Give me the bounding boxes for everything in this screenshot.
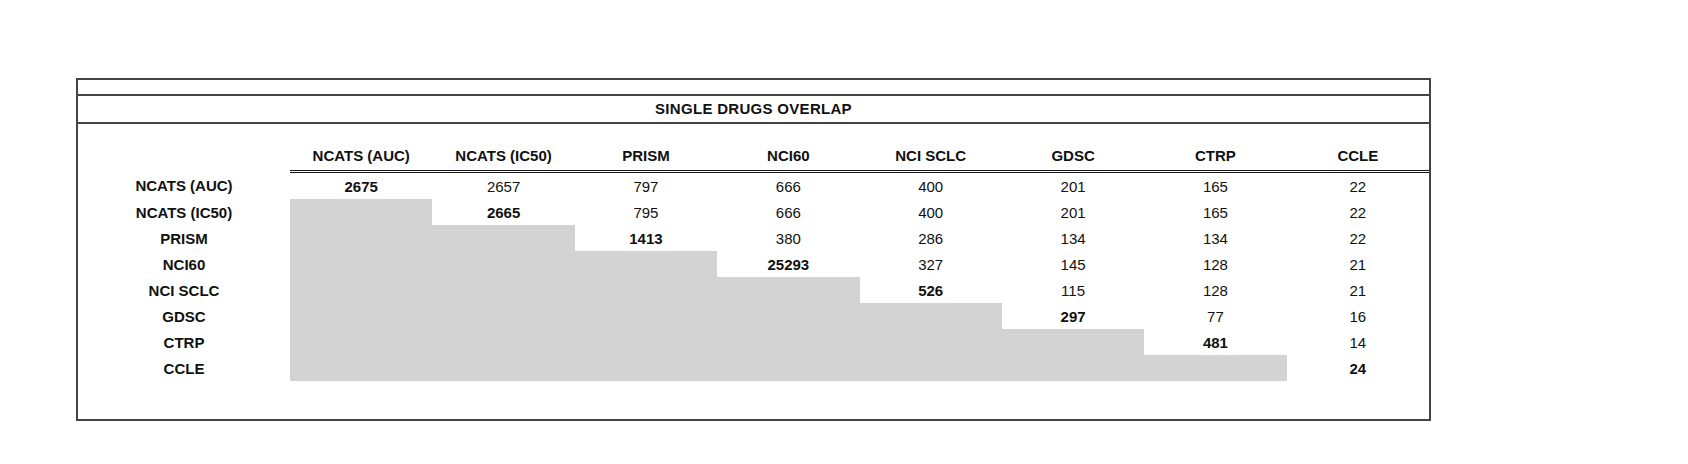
overlap-matrix-table: NCATS (AUC)NCATS (IC50)PRISMNCI60NCI SCL… xyxy=(78,140,1429,381)
shaded-cell xyxy=(290,225,432,251)
corner-cell xyxy=(78,140,290,172)
overlap-value-cell: 22 xyxy=(1287,225,1429,251)
overlap-value-cell: 297 xyxy=(1002,303,1144,329)
overlap-value-cell: 1413 xyxy=(575,225,717,251)
overlap-value-cell: 22 xyxy=(1287,172,1429,200)
overlap-value-cell: 400 xyxy=(860,172,1002,200)
column-header: NCATS (AUC) xyxy=(290,140,432,172)
column-header: PRISM xyxy=(575,140,717,172)
column-header: NCI SCLC xyxy=(860,140,1002,172)
shaded-cell xyxy=(290,303,432,329)
shaded-cell xyxy=(1144,355,1286,381)
overlap-value-cell: 128 xyxy=(1144,277,1286,303)
header-row: NCATS (AUC)NCATS (IC50)PRISMNCI60NCI SCL… xyxy=(78,140,1429,172)
overlap-value-cell: 16 xyxy=(1287,303,1429,329)
shaded-cell xyxy=(432,355,574,381)
shaded-cell xyxy=(290,199,432,225)
shaded-cell xyxy=(717,329,859,355)
shaded-cell xyxy=(717,277,859,303)
column-header: NCATS (IC50) xyxy=(432,140,574,172)
shaded-cell xyxy=(575,251,717,277)
overlap-value-cell: 201 xyxy=(1002,172,1144,200)
shaded-cell xyxy=(717,303,859,329)
table-area: NCATS (AUC)NCATS (IC50)PRISMNCI60NCI SCL… xyxy=(78,124,1429,381)
table-row: CTRP 48114 xyxy=(78,329,1429,355)
shaded-cell xyxy=(432,277,574,303)
shaded-cell xyxy=(1002,329,1144,355)
shaded-cell xyxy=(575,355,717,381)
shaded-cell xyxy=(290,329,432,355)
shaded-cell xyxy=(717,355,859,381)
overlap-value-cell: 526 xyxy=(860,277,1002,303)
overlap-value-cell: 165 xyxy=(1144,199,1286,225)
overlap-value-cell: 481 xyxy=(1144,329,1286,355)
overlap-value-cell: 21 xyxy=(1287,251,1429,277)
overlap-value-cell: 2675 xyxy=(290,172,432,200)
overlap-value-cell: 134 xyxy=(1002,225,1144,251)
shaded-cell xyxy=(1002,355,1144,381)
overlap-value-cell: 380 xyxy=(717,225,859,251)
overlap-value-cell: 77 xyxy=(1144,303,1286,329)
column-header: CTRP xyxy=(1144,140,1286,172)
row-label: NCATS (IC50) xyxy=(78,199,290,225)
overlap-value-cell: 25293 xyxy=(717,251,859,277)
overlap-value-cell: 134 xyxy=(1144,225,1286,251)
shaded-cell xyxy=(575,329,717,355)
table-row: CCLE 24 xyxy=(78,355,1429,381)
column-header: GDSC xyxy=(1002,140,1144,172)
row-label: NCI SCLC xyxy=(78,277,290,303)
table-row: PRISM141338028613413422 xyxy=(78,225,1429,251)
table-row: GDSC 2977716 xyxy=(78,303,1429,329)
row-label: PRISM xyxy=(78,225,290,251)
overlap-value-cell: 666 xyxy=(717,172,859,200)
shaded-cell xyxy=(290,251,432,277)
shaded-cell xyxy=(290,355,432,381)
row-label: NCI60 xyxy=(78,251,290,277)
row-label: GDSC xyxy=(78,303,290,329)
overlap-value-cell: 286 xyxy=(860,225,1002,251)
table-row: NCATS (AUC)2675265779766640020116522 xyxy=(78,172,1429,200)
table-row: NCATS (IC50) 266579566640020116522 xyxy=(78,199,1429,225)
overlap-value-cell: 21 xyxy=(1287,277,1429,303)
shaded-cell xyxy=(432,329,574,355)
overlap-table-frame: SINGLE DRUGS OVERLAP NCATS (AUC)NCATS (I… xyxy=(76,78,1431,421)
shaded-cell xyxy=(575,277,717,303)
column-header: CCLE xyxy=(1287,140,1429,172)
overlap-value-cell: 165 xyxy=(1144,172,1286,200)
shaded-cell xyxy=(432,303,574,329)
overlap-value-cell: 14 xyxy=(1287,329,1429,355)
overlap-value-cell: 400 xyxy=(860,199,1002,225)
overlap-value-cell: 24 xyxy=(1287,355,1429,381)
overlap-value-cell: 115 xyxy=(1002,277,1144,303)
shaded-cell xyxy=(860,329,1002,355)
overlap-value-cell: 128 xyxy=(1144,251,1286,277)
shaded-cell xyxy=(860,355,1002,381)
row-label: NCATS (AUC) xyxy=(78,172,290,200)
row-label: CCLE xyxy=(78,355,290,381)
shaded-cell xyxy=(575,303,717,329)
overlap-value-cell: 666 xyxy=(717,199,859,225)
overlap-value-cell: 797 xyxy=(575,172,717,200)
shaded-cell xyxy=(290,277,432,303)
page: SINGLE DRUGS OVERLAP NCATS (AUC)NCATS (I… xyxy=(0,0,1688,464)
table-row: NCI SCLC 52611512821 xyxy=(78,277,1429,303)
overlap-value-cell: 795 xyxy=(575,199,717,225)
table-row: NCI60 2529332714512821 xyxy=(78,251,1429,277)
overlap-value-cell: 22 xyxy=(1287,199,1429,225)
shaded-cell xyxy=(860,303,1002,329)
overlap-value-cell: 327 xyxy=(860,251,1002,277)
overlap-value-cell: 2657 xyxy=(432,172,574,200)
column-header: NCI60 xyxy=(717,140,859,172)
shaded-cell xyxy=(432,225,574,251)
overlap-value-cell: 145 xyxy=(1002,251,1144,277)
table-title: SINGLE DRUGS OVERLAP xyxy=(78,96,1429,124)
row-label: CTRP xyxy=(78,329,290,355)
overlap-value-cell: 201 xyxy=(1002,199,1144,225)
overlap-value-cell: 2665 xyxy=(432,199,574,225)
shaded-cell xyxy=(432,251,574,277)
top-strip xyxy=(78,80,1429,96)
